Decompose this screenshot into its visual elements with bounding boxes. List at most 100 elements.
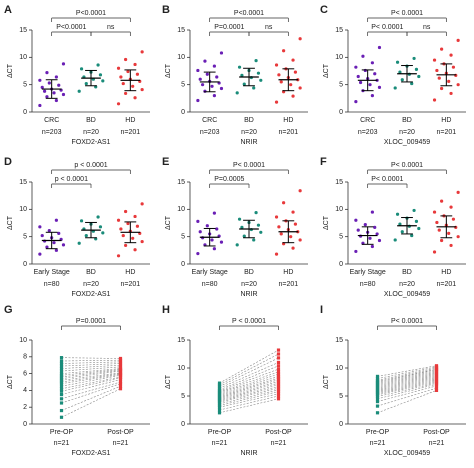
p-value-label: P < 0.0001: [232, 318, 266, 325]
post-point: [118, 375, 123, 379]
data-point: [393, 238, 397, 242]
x-tick-label: Post-OP: [265, 429, 292, 436]
y-axis-label: ΔCT: [7, 215, 14, 230]
data-point: [432, 250, 437, 254]
data-point: [414, 67, 419, 71]
data-point: [256, 71, 261, 75]
gene-label: NRIR: [240, 139, 257, 146]
data-point: [282, 201, 286, 205]
n-label: n=21: [54, 440, 70, 447]
data-point: [126, 69, 130, 74]
data-point: [363, 223, 367, 227]
y-tick-label: 10: [19, 54, 27, 61]
n-label: n=201: [278, 281, 298, 288]
data-point: [414, 219, 419, 223]
pre-point: [375, 378, 380, 382]
post-point: [276, 381, 281, 385]
panel-letter: B: [162, 4, 170, 16]
data-point: [198, 230, 202, 234]
x-tick-label: Early Stage: [34, 269, 70, 276]
y-tick-label: 0: [23, 261, 27, 268]
x-tick-label: BD: [402, 269, 412, 276]
data-point: [196, 219, 200, 223]
pair-line: [219, 362, 279, 389]
x-tick-label: Early Stage: [350, 269, 386, 276]
pre-point: [59, 401, 64, 405]
n-label: n=21: [271, 440, 287, 447]
y-tick-label: 5: [181, 82, 185, 89]
pre-point: [375, 397, 380, 401]
data-point: [40, 233, 44, 238]
y-tick-label: 2: [23, 404, 27, 411]
x-tick-label: CRC: [202, 117, 217, 124]
post-point: [276, 397, 281, 401]
data-point: [363, 68, 367, 73]
post-point: [118, 356, 123, 361]
p-value-label: P< 0.0001: [391, 318, 423, 325]
data-point: [356, 74, 360, 79]
pre-point: [59, 380, 64, 384]
y-tick-label: 10: [19, 337, 27, 344]
n-label: n=203: [200, 129, 220, 136]
data-point: [54, 218, 58, 222]
data-point: [235, 243, 239, 247]
pair-line: [219, 379, 279, 397]
post-point: [276, 388, 281, 392]
x-tick-label: HD: [441, 269, 451, 276]
y-tick-label: 4: [23, 387, 27, 394]
y-tick-label: 10: [335, 206, 343, 213]
p-value-label: ns: [107, 24, 115, 31]
panel-letter: H: [162, 304, 170, 316]
data-point: [377, 45, 382, 50]
panel-letter: C: [320, 4, 328, 16]
p-value-label: P=0.0001: [214, 24, 244, 31]
pre-point: [217, 384, 222, 389]
pre-point: [59, 384, 64, 388]
data-point: [215, 75, 219, 79]
y-tick-label: 10: [177, 54, 185, 61]
pre-point: [217, 403, 222, 408]
data-point: [370, 94, 374, 98]
data-point: [451, 65, 456, 69]
pair-line: [219, 393, 279, 408]
gene-label: FOXD2-AS1: [72, 291, 111, 298]
data-point: [98, 73, 103, 77]
y-tick-label: 0: [181, 421, 185, 428]
pair-line: [61, 357, 121, 359]
pair-line: [377, 371, 437, 386]
pre-point: [59, 397, 64, 401]
gene-label: FOXD2-AS1: [72, 139, 111, 146]
data-point: [61, 92, 66, 97]
pair-line: [377, 379, 437, 393]
pair-line: [61, 381, 121, 400]
y-tick-label: 10: [177, 365, 185, 372]
y-tick-label: 15: [335, 27, 343, 34]
data-point: [291, 246, 295, 250]
x-tick-label: Early Stage: [192, 269, 228, 276]
x-tick-label: CRC: [360, 117, 375, 124]
p-value-label: P<0.0001: [56, 24, 86, 31]
data-point: [140, 87, 144, 92]
pair-line: [377, 374, 437, 389]
data-point: [135, 224, 140, 228]
data-point: [456, 83, 460, 87]
x-tick-label: BD: [244, 117, 254, 124]
post-point: [276, 374, 281, 378]
data-point: [370, 210, 374, 214]
post-point: [276, 352, 281, 356]
data-point: [412, 208, 416, 213]
data-point: [274, 63, 279, 67]
pair-line: [219, 381, 279, 398]
gene-label: NRIR: [240, 450, 257, 457]
n-label: n=201: [120, 281, 140, 288]
x-tick-label: Pre-OP: [366, 429, 390, 436]
y-tick-label: 5: [181, 393, 185, 400]
pair-line: [61, 377, 121, 392]
data-point: [373, 72, 377, 76]
pair-line: [61, 376, 121, 390]
pair-line: [377, 377, 437, 391]
post-point: [434, 388, 439, 392]
y-tick-label: 15: [335, 179, 343, 186]
data-point: [84, 81, 88, 86]
data-point: [52, 91, 56, 95]
